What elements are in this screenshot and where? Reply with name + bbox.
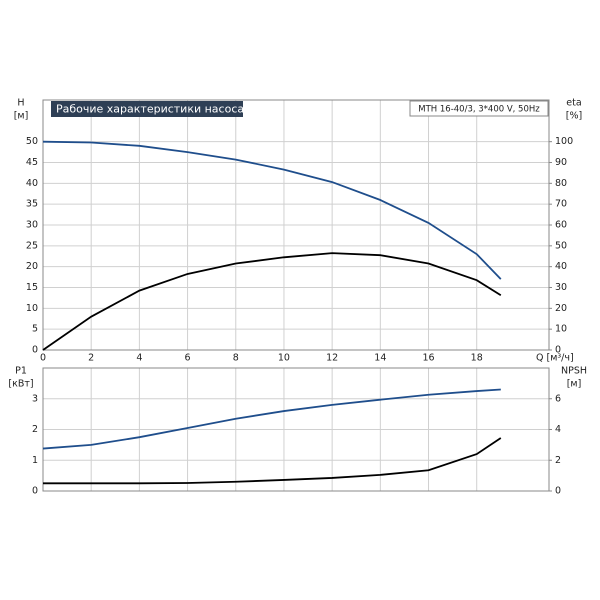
y2-tick-label: 90 <box>555 157 567 168</box>
y2-axis-label: eta <box>566 98 581 109</box>
y2-tick-label: 4 <box>555 424 561 435</box>
y-tick-label: 35 <box>26 199 38 210</box>
y-tick-label: 2 <box>32 424 38 435</box>
y-axis-label: H <box>17 98 24 109</box>
y2-tick-label: 30 <box>555 282 567 293</box>
x-tick-label: 8 <box>233 353 239 364</box>
y-tick-label: 0 <box>32 345 38 356</box>
y-tick-label: 40 <box>26 178 38 189</box>
y2-tick-label: 10 <box>555 324 567 335</box>
data-line <box>42 252 502 351</box>
y-tick-label: 0 <box>32 486 38 497</box>
x-tick-label: 16 <box>422 353 434 364</box>
y2-tick-label: 70 <box>555 199 567 210</box>
y-tick-label: 3 <box>32 393 38 404</box>
y2-tick-label: 50 <box>555 240 567 251</box>
x-tick-label: 2 <box>88 353 94 364</box>
x-axis-label: Q [м³/ч] <box>536 353 574 364</box>
y-tick-label: 20 <box>26 261 38 272</box>
x-tick-label: 0 <box>40 353 46 364</box>
y-tick-label: 5 <box>32 324 38 335</box>
subtitle-box <box>409 100 549 117</box>
data-line <box>43 437 502 485</box>
y2-axis-unit: [м] <box>567 379 582 390</box>
y-axis-unit: [кВт] <box>8 379 33 390</box>
chart-subtitle: MTH 16-40/3, 3*400 V, 50Hz <box>418 105 540 115</box>
y-tick-label: 1 <box>32 455 38 466</box>
y2-tick-label: 40 <box>555 261 567 272</box>
x-tick-label: 6 <box>185 353 191 364</box>
data-line <box>42 140 502 280</box>
y-tick-label: 50 <box>26 136 38 147</box>
y2-axis-label: NPSH <box>561 366 587 377</box>
y-axis-unit: [м] <box>14 111 29 122</box>
y-axis-label: P1 <box>15 366 27 377</box>
y2-axis-unit: [%] <box>566 111 582 122</box>
y2-tick-label: 0 <box>555 345 561 356</box>
chart-title: Рабочие характеристики насоса <box>56 103 244 116</box>
x-tick-label: 14 <box>374 353 386 364</box>
title-box <box>51 101 243 117</box>
y-tick-label: 10 <box>26 303 38 314</box>
y2-tick-label: 80 <box>555 178 567 189</box>
x-tick-label: 10 <box>278 353 290 364</box>
y2-tick-label: 20 <box>555 303 567 314</box>
y-tick-label: 15 <box>26 282 38 293</box>
x-tick-label: 12 <box>326 353 338 364</box>
y2-tick-label: 0 <box>555 486 561 497</box>
y-tick-label: 45 <box>26 157 38 168</box>
x-tick-label: 4 <box>136 353 142 364</box>
y2-tick-label: 100 <box>555 136 573 147</box>
x-tick-label: 18 <box>471 353 483 364</box>
y-tick-label: 25 <box>26 240 38 251</box>
y-tick-label: 30 <box>26 220 38 231</box>
y2-tick-label: 2 <box>555 455 561 466</box>
y2-tick-label: 6 <box>555 393 561 404</box>
data-line <box>42 388 501 450</box>
y2-tick-label: 60 <box>555 220 567 231</box>
